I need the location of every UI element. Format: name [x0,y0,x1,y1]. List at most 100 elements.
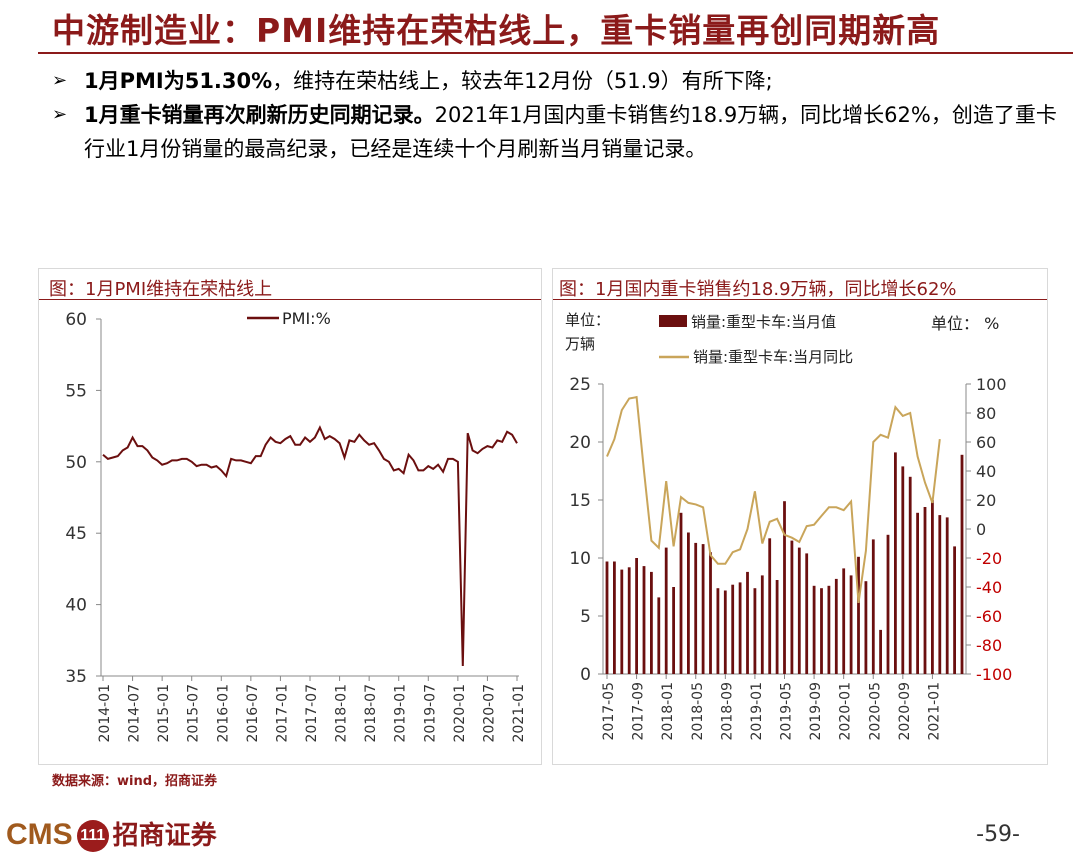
left-y-tick-label: 10 [569,549,591,569]
legend-bar-swatch [659,315,687,327]
bullet-list: ➢ 1月PMI为51.30%，维持在荣枯线上，较去年12月份（51.9）有所下降… [52,64,1062,166]
x-tick-label: 2019-01 [393,684,409,743]
y-tick-label: 40 [65,596,87,616]
x-tick-label: 2020-07 [481,684,497,743]
right-y-tick-label: -100 [976,665,1012,684]
sales-bar [908,476,912,674]
sales-bar [672,587,675,674]
x-tick-label: 2019-09 [808,682,824,741]
x-tick-label: 2018-01 [334,684,350,743]
left-unit-label: 单位： [565,311,610,329]
sales-bar [694,542,698,674]
sales-bar [886,534,890,674]
sales-bar [805,553,809,674]
sales-bar [894,452,897,674]
x-tick-label: 2020-01 [452,684,468,743]
sales-bar [953,546,956,674]
sales-bar [635,558,638,674]
pmi-chart-panel: 图：1月PMI维持在荣枯线上 60 55 50 45 40 35 2014-01 2014-0… [38,268,542,765]
y-tick-label: 45 [65,524,87,544]
sales-bar [768,538,772,674]
x-tick-label: 2018-01 [660,682,676,741]
arrow-bullet-icon: ➢ [52,104,68,125]
right-y-tick-label: 0 [976,520,986,539]
x-tick-label: 2020-05 [867,682,883,741]
x-tick-label: 2017-09 [631,682,647,741]
sales-bar [731,584,735,674]
sales-bar [679,512,683,674]
left-y-tick-label: 25 [569,375,591,395]
x-tick-label: 2018-07 [363,684,379,743]
data-source-note: 数据来源：wind，招商证券 [52,774,218,789]
sales-bar [775,580,779,674]
sales-bar [879,629,882,674]
left-y-tick-label: 0 [580,665,591,685]
sales-bar [923,507,927,674]
logo-chinese-text: 招商证券 [112,821,217,851]
x-tick-label: 2017-05 [601,682,617,741]
left-y-tick-label: 20 [569,433,591,453]
sales-bar [827,585,831,674]
sales-bar [783,501,786,674]
page-number: -59- [976,822,1020,847]
left-y-tick-label: 15 [569,491,591,511]
sales-bar [834,578,838,674]
legend-label: PMI:% [282,309,331,328]
y-tick-label: 60 [65,310,87,330]
x-tick-label: 2016-01 [215,684,231,743]
legend-label: 销量:重型卡车:当月值 [691,313,836,331]
bullet-item: ➢ 1月PMI为51.30%，维持在荣枯线上，较去年12月份（51.9）有所下降… [52,64,1062,98]
right-y-tick-label: -40 [976,578,1002,597]
right-y-tick-label: -60 [976,607,1002,626]
truck-chart-panel: 图：1月国内重卡销售约18.9万辆，同比增长62% 单位： 万辆 单位： % 销量:重… [552,268,1048,765]
sales-bar [620,569,624,674]
x-tick-label: 2018-09 [719,682,735,741]
x-tick-label: 2019-07 [422,684,438,743]
bullet-bold-text: 1月PMI为51.30% [84,69,273,93]
chart-title-divider [39,299,541,300]
right-y-tick-label: 20 [976,491,996,510]
legend-label: 销量:重型卡车:当月同比 [693,348,853,366]
y-tick-label: 35 [65,667,87,687]
sales-bar [864,581,868,674]
title-divider [38,52,1073,54]
sales-bar [753,588,757,674]
sales-bar [627,567,631,674]
sales-bar [812,585,816,674]
right-y-tick-label: -80 [976,636,1002,655]
left-unit-label: 万辆 [565,335,595,353]
logo-mark-icon: 111 [76,820,109,853]
sales-bar [687,532,690,674]
sales-bar [901,466,905,674]
bullet-item: ➢ 1月重卡销量再次刷新历史同期记录。2021年1月国内重卡销售约18.9万辆，… [52,98,1062,166]
slide-title: 中游制造业：PMI维持在荣枯线上，重卡销量再创同期新高 [52,11,941,50]
right-unit-label: 单位： % [931,314,999,333]
x-tick-label: 2021-01 [926,682,942,741]
x-tick-label: 2015-01 [156,684,172,743]
yoy-series-line [606,395,941,604]
left-y-tick-label: 5 [580,607,591,627]
pmi-chart-title: 图：1月PMI维持在荣枯线上 [49,279,273,300]
sales-bar [657,597,661,674]
sales-bar [797,547,801,674]
right-y-tick-label: 80 [976,404,996,423]
sales-bar [738,582,742,674]
cms-logo: CMS 111 招商证券 [6,815,217,853]
x-tick-label: 2014-01 [97,684,113,743]
sales-bar [938,515,942,674]
x-tick-label: 2021-01 [511,684,527,743]
sales-bar [871,539,875,674]
sales-bar [664,547,668,674]
chart-title-divider [553,299,1047,300]
x-tick-label: 2020-01 [838,682,854,741]
pmi-line-chart: 60 55 50 45 40 35 2014-01 2014-07 2015-01 2015-07… [65,309,527,743]
x-tick-label: 2018-05 [690,682,706,741]
bullet-text: 2021年1月国内重卡销售约18.9万辆，同比增长62%，创造了重卡行业1月份销… [84,103,1057,161]
x-tick-label: 2014-07 [127,684,143,743]
truck-chart-title: 图：1月国内重卡销售约18.9万辆，同比增长62% [559,279,957,300]
sales-bar [760,575,764,674]
sales-bar [605,561,609,674]
bullet-text: ，维持在荣枯线上，较去年12月份（51.9）有所下降; [272,69,773,93]
sales-bar [650,571,653,674]
x-tick-label: 2020-09 [897,682,913,741]
